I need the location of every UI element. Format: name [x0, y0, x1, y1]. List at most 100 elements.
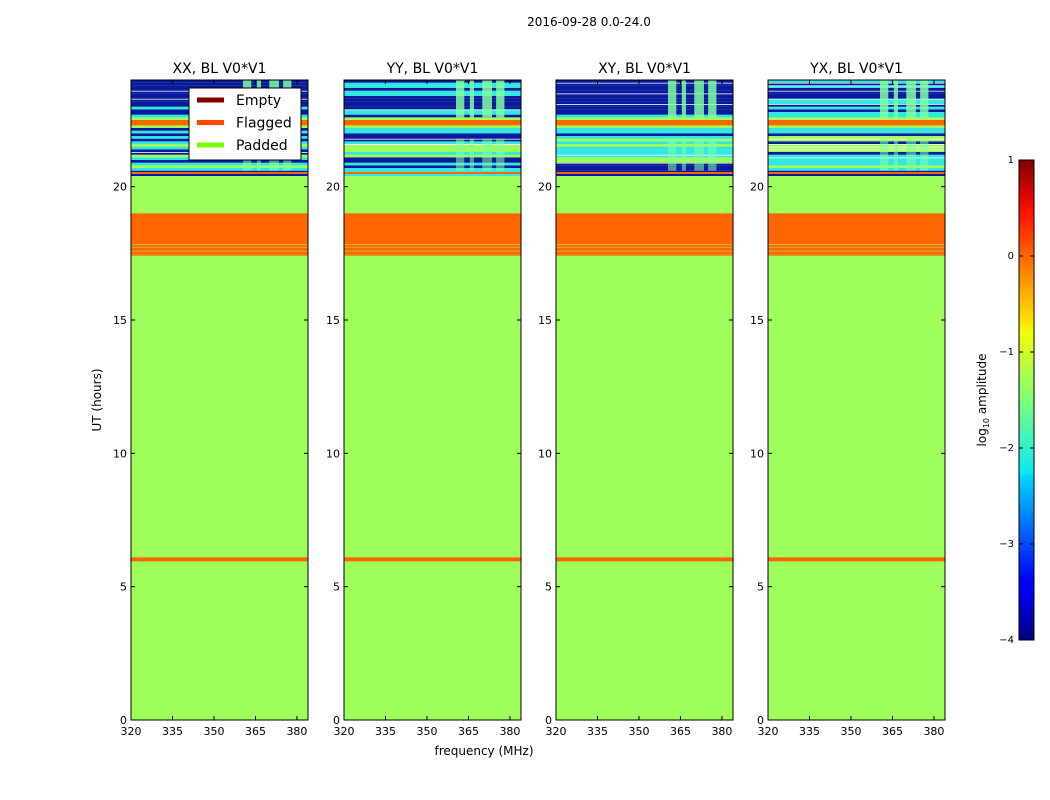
rfi-channel-lower	[694, 138, 704, 171]
data-row	[344, 109, 521, 112]
rfi-channel	[880, 80, 889, 118]
data-row	[768, 133, 945, 136]
y-tick-label: 15	[750, 314, 764, 327]
rfi-channel	[694, 80, 704, 118]
data-row-line	[556, 162, 733, 164]
data-region	[556, 80, 733, 176]
data-row	[768, 160, 945, 163]
data-row	[344, 162, 521, 166]
y-tick-label: 15	[113, 314, 127, 327]
data-row	[344, 149, 521, 152]
data-row-line	[768, 138, 945, 140]
data-row	[556, 90, 733, 94]
panel-2: YY, BL V0*V1 320 335 350 365 380 0 5 10 15 20	[326, 61, 522, 738]
colorbar-tick-label: −4	[999, 635, 1014, 646]
rfi-channel	[708, 80, 717, 118]
data-row	[556, 141, 733, 144]
flagged-line	[556, 250, 733, 252]
x-tick-label: 320	[546, 725, 567, 738]
data-row	[344, 112, 521, 115]
data-row	[344, 136, 521, 139]
y-tick-label: 0	[120, 714, 127, 727]
x-tick-label: 320	[758, 725, 779, 738]
flagged-line	[556, 172, 733, 174]
y-axis-label: UT (hours)	[90, 368, 104, 431]
rfi-channel-lower	[456, 138, 465, 171]
x-tick-label: 335	[162, 725, 183, 738]
colorbar-tick-label: 1	[1008, 155, 1014, 166]
data-row	[768, 154, 945, 158]
data-row	[556, 128, 733, 131]
x-tick-label: 335	[799, 725, 820, 738]
data-row	[556, 85, 733, 88]
rfi-channel-lower	[668, 138, 677, 171]
data-row-line	[768, 149, 945, 151]
data-row	[556, 133, 733, 136]
data-region	[344, 80, 521, 176]
data-row	[344, 85, 521, 88]
flagged-band	[768, 120, 945, 126]
padded-fill	[768, 80, 945, 720]
colorbar-tick-label: −2	[999, 443, 1014, 454]
data-row-line	[556, 154, 733, 156]
flagged-band	[556, 213, 733, 256]
colorbar-tick-label: 0	[1008, 251, 1014, 262]
colorbar: 1 0 −1 −2 −3 −4 log10 amplitude	[975, 155, 1035, 646]
x-tick-label: 365	[458, 725, 479, 738]
y-tick-label: 15	[326, 314, 340, 327]
data-row	[556, 149, 733, 152]
rfi-channel-lower	[681, 138, 686, 171]
x-tick-label: 380	[923, 725, 944, 738]
rfi-channel	[906, 80, 916, 118]
data-row	[556, 88, 733, 91]
rfi-channel	[456, 80, 465, 118]
data-row	[768, 130, 945, 134]
data-row	[768, 93, 945, 96]
colorbar-ticks: 1 0 −1 −2 −3 −4	[999, 155, 1034, 646]
y-tick-label: 20	[538, 181, 552, 194]
y-tick-label: 5	[757, 581, 764, 594]
panel-1: XX, BL V0*V1 320 335 350 365 380 0 5 10 15 20	[113, 61, 309, 738]
data-row	[556, 114, 733, 118]
data-row	[344, 80, 521, 83]
data-row	[768, 112, 945, 115]
legend-label: Empty	[236, 93, 281, 109]
data-row	[344, 138, 521, 142]
flagged-line	[344, 254, 521, 256]
data-row	[556, 173, 733, 176]
data-row	[556, 138, 733, 142]
data-row	[768, 109, 945, 112]
data-row	[556, 168, 733, 171]
data-row-line	[768, 157, 945, 159]
y-tick-label: 0	[757, 714, 764, 727]
x-tick-label: 350	[840, 725, 861, 738]
data-row	[768, 88, 945, 91]
data-row	[556, 130, 733, 134]
y-tick-label: 20	[326, 181, 340, 194]
data-row	[344, 133, 521, 136]
y-tick-label: 10	[538, 447, 552, 460]
data-row-line	[768, 82, 945, 84]
data-row	[344, 82, 521, 86]
rfi-channel-lower	[708, 138, 717, 171]
data-row	[768, 136, 945, 139]
data-row-line	[556, 82, 733, 84]
y-tick-label: 5	[545, 581, 552, 594]
x-tick-label: 380	[711, 725, 732, 738]
flagged-band	[768, 213, 945, 256]
data-row	[556, 109, 733, 112]
flagged-band	[768, 557, 945, 562]
x-tick-label: 335	[587, 725, 608, 738]
panel-frame	[343, 79, 522, 721]
data-row	[768, 165, 945, 168]
flagged-band	[344, 213, 521, 256]
y-tick-label: 10	[113, 447, 127, 460]
data-row	[344, 101, 521, 104]
colorbar-tick-label: −3	[999, 539, 1014, 550]
flagged-band	[344, 120, 521, 126]
panel-4: YX, BL V0*V1 320 335 350 365 380 0 5 10 15 20	[750, 61, 946, 738]
data-row	[768, 168, 945, 171]
legend-label: Padded	[236, 138, 288, 154]
rfi-channel	[482, 80, 492, 118]
